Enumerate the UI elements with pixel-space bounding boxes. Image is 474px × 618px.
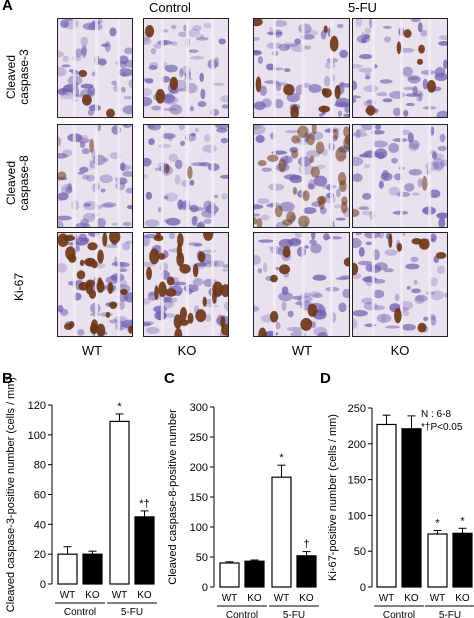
significance-marker: *† xyxy=(139,498,149,510)
panel-letter-d: D xyxy=(320,370,331,387)
bar-ko-5fu xyxy=(134,516,155,585)
y-tick-label: 150 xyxy=(190,492,208,504)
chart-d-ki67-bar-chart: 0 50 100 150 200 250 Ki-67-positive number (ce… xyxy=(327,403,474,618)
micrograph-caspase8-wt-fu xyxy=(253,124,350,228)
chart-c-caspase8-bar-chart: 0 50 100 150 200 250 300 Cleaved caspase-8-posi… xyxy=(167,402,319,618)
y-axis-label: Cleaved caspase-8-positive number xyxy=(167,409,179,585)
micrograph-caspase8-ko-fu xyxy=(352,124,448,228)
group-label-5fu: 5-FU xyxy=(348,0,377,15)
panel-letter-a: A xyxy=(2,0,13,14)
category-label: WT xyxy=(112,590,128,601)
significance-marker: * xyxy=(117,401,122,413)
chart-b-caspase3-bar-chart: 0 20 40 60 80 100 120 Cleaved caspase-3-positiv… xyxy=(5,378,157,618)
y-tick-label: 80 xyxy=(34,460,46,472)
y-tick-label: 0 xyxy=(40,579,46,591)
micrograph-caspase8-wt-control xyxy=(57,124,133,228)
y-tick-label: 300 xyxy=(190,402,208,414)
micrograph-caspase3-ko-control xyxy=(143,18,229,118)
category-label: KO xyxy=(247,593,262,604)
category-label: KO xyxy=(455,593,470,604)
group-label: 5-FU xyxy=(121,607,143,618)
group-label-control: Control xyxy=(149,0,191,15)
significance-marker: * xyxy=(279,452,284,464)
panel-letter-b: B xyxy=(2,370,13,387)
category-label: WT xyxy=(379,593,395,604)
bar-ko-5fu xyxy=(296,555,317,588)
micrograph-ki67-wt-control xyxy=(57,232,133,337)
bar-wt-5fu xyxy=(109,420,130,585)
bar-ko-5fu xyxy=(452,532,473,588)
significance-marker: * xyxy=(460,515,465,527)
group-label: Control xyxy=(383,610,415,618)
group-label: 5-FU xyxy=(439,610,461,618)
micrograph-ki67-ko-fu xyxy=(352,232,448,337)
category-label: WT xyxy=(430,593,446,604)
y-tick-label: 100 xyxy=(190,522,208,534)
micrograph-caspase3-ko-fu xyxy=(352,18,448,118)
y-tick-label: 0 xyxy=(360,582,366,594)
row-label-cleaved-caspase-8: Cleaved caspase-8 xyxy=(4,155,31,211)
bar-ko-control xyxy=(401,428,422,588)
y-tick-label: 200 xyxy=(348,439,366,451)
group-label: 5-FU xyxy=(283,610,305,618)
bar-wt-control xyxy=(57,553,78,585)
micrograph-caspase3-wt-control xyxy=(57,18,133,118)
y-tick-label: 40 xyxy=(34,519,46,531)
y-tick-label: 250 xyxy=(348,403,366,415)
group-label: Control xyxy=(64,607,96,618)
significance-marker: † xyxy=(303,539,309,551)
column-label-ko-control: KO xyxy=(177,343,197,358)
y-tick-label: 250 xyxy=(190,432,208,444)
y-tick-label: 120 xyxy=(28,400,46,412)
y-tick-label: 100 xyxy=(28,430,46,442)
significance-marker: * xyxy=(435,517,440,529)
category-label: KO xyxy=(404,593,419,604)
category-label: KO xyxy=(137,590,152,601)
micrograph-ki67-ko-control xyxy=(143,232,229,337)
stats-note-line: N : 6-8 xyxy=(421,409,451,420)
category-label: KO xyxy=(299,593,314,604)
bar-ko-control xyxy=(244,560,265,588)
micrograph-caspase3-wt-fu xyxy=(253,18,350,118)
y-axis-label: Ki-67-positive number (cells / mm) xyxy=(327,414,339,581)
column-label-wt-control: WT xyxy=(81,343,103,358)
y-tick-label: 0 xyxy=(202,582,208,594)
y-tick-label: 50 xyxy=(196,552,208,564)
bar-ko-control xyxy=(82,553,103,585)
column-label-wt-5fu: WT xyxy=(291,343,313,358)
y-tick-label: 200 xyxy=(190,462,208,474)
column-label-ko-5fu: KO xyxy=(390,343,410,358)
panel-letter-c: C xyxy=(164,370,175,387)
micrograph-ki67-wt-fu xyxy=(253,232,350,337)
y-tick-label: 50 xyxy=(354,546,366,558)
category-label: WT xyxy=(274,593,290,604)
y-tick-label: 150 xyxy=(348,475,366,487)
bar-wt-5fu xyxy=(427,533,448,588)
bar-wt-control xyxy=(219,562,240,588)
y-tick-label: 20 xyxy=(34,549,46,561)
category-label: WT xyxy=(222,593,238,604)
micrograph-caspase8-ko-control xyxy=(143,124,229,228)
category-label: KO xyxy=(85,590,100,601)
category-label: WT xyxy=(60,590,76,601)
row-label-cleaved-caspase-3: Cleaved caspase-3 xyxy=(4,49,31,105)
y-tick-label: 100 xyxy=(348,510,366,522)
stats-note-line: *†P<0.05 xyxy=(421,422,463,433)
row-label-ki-67: Ki-67 xyxy=(12,273,26,302)
bar-wt-control xyxy=(376,423,397,588)
group-label: Control xyxy=(226,610,258,618)
y-tick-label: 60 xyxy=(34,490,46,502)
y-axis-label: Cleaved caspase-3-positive number (cells… xyxy=(5,378,17,612)
bar-wt-5fu xyxy=(271,476,292,588)
